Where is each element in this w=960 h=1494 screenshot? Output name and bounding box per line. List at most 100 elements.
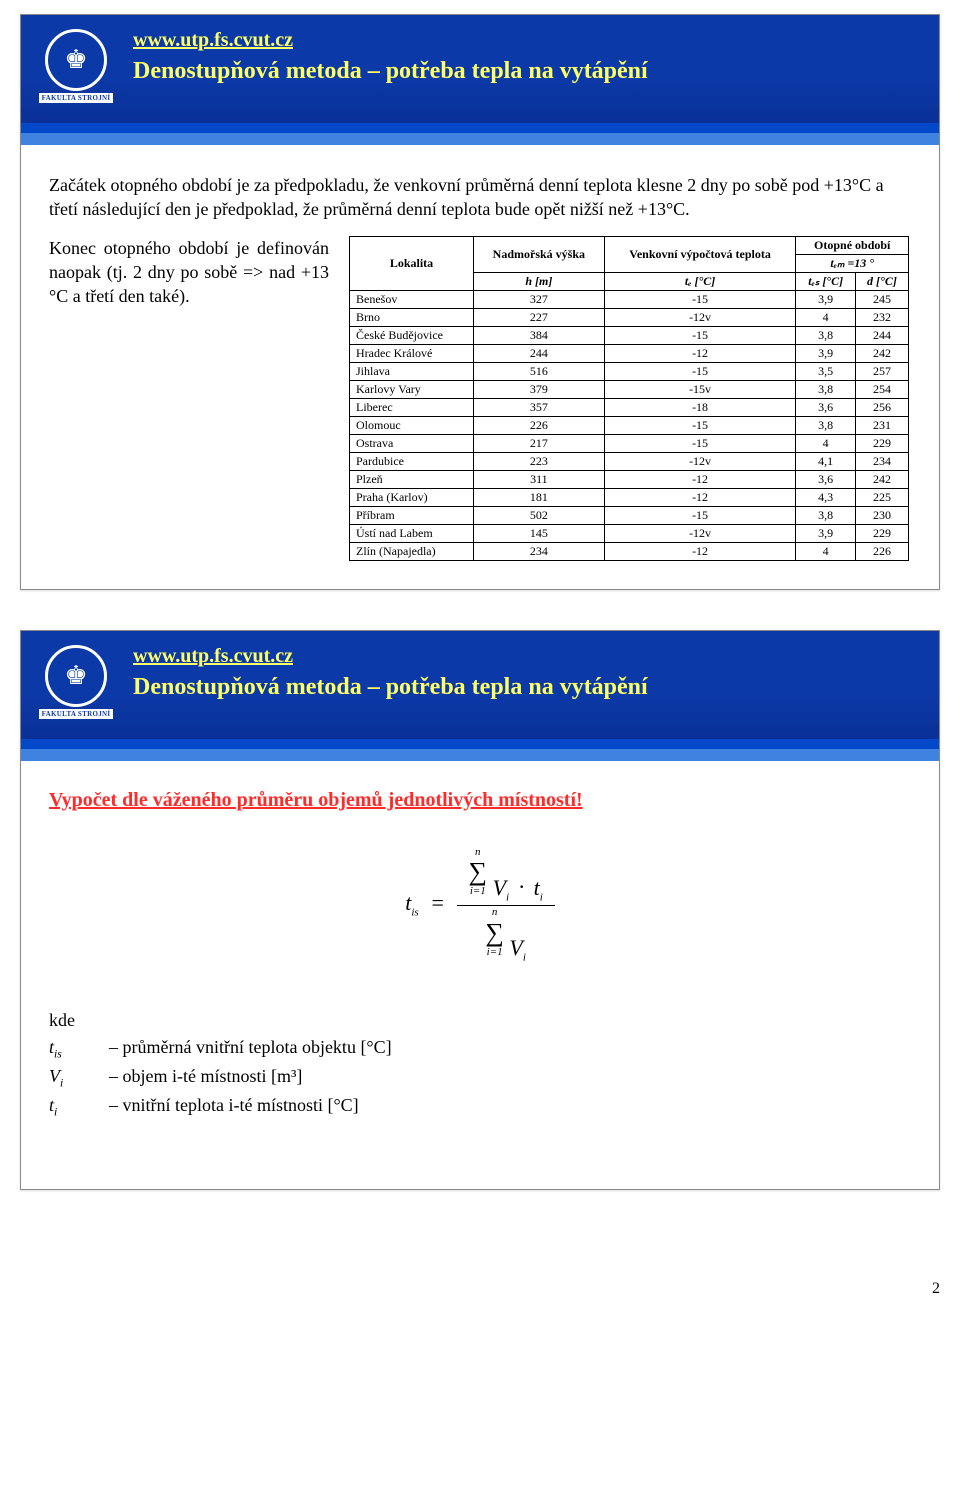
cell-value: 502 [474, 506, 605, 524]
intro-paragraph: Začátek otopného období je za předpoklad… [49, 173, 911, 222]
table-row: Hradec Králové244-123,9242 [350, 344, 909, 362]
cell-value: 3,6 [796, 470, 855, 488]
cell-locality: Pardubice [350, 452, 474, 470]
cell-locality: České Budějovice [350, 326, 474, 344]
cell-value: -12v [604, 308, 796, 326]
subcol-tes: tₑₛ [°C] [796, 272, 855, 290]
table-row: Ústí nad Labem145-12v3,9229 [350, 524, 909, 542]
table-row: Jihlava516-153,5257 [350, 362, 909, 380]
climate-data-table: Lokalita Nadmořská výška Venkovní výpočt… [349, 236, 909, 561]
cell-value: 232 [855, 308, 908, 326]
col-venk: Venkovní výpočtová teplota [604, 236, 796, 272]
cell-value: 3,8 [796, 326, 855, 344]
equals-sign: = [424, 890, 451, 915]
definition-paragraph: Konec otopného období je definován naopa… [49, 236, 329, 309]
col-nadm: Nadmořská výška [474, 236, 605, 272]
legend: kde tis – průměrná vnitřní teplota objek… [49, 1007, 911, 1121]
cell-value: 257 [855, 362, 908, 380]
cell-value: 4,3 [796, 488, 855, 506]
cell-value: 231 [855, 416, 908, 434]
cell-value: -18 [604, 398, 796, 416]
formula: tis = n ∑ i=1 Vi · ti n ∑ [49, 848, 911, 964]
slide-2: ♚ FAKULTA STROJNÍ www.utp.fs.cvut.cz Den… [20, 630, 940, 1190]
cell-value: 225 [855, 488, 908, 506]
cell-value: -12 [604, 344, 796, 362]
table-row: České Budějovice384-153,8244 [350, 326, 909, 344]
cell-value: 244 [855, 326, 908, 344]
cell-value: 229 [855, 434, 908, 452]
legend-kde: kde [49, 1007, 911, 1034]
cell-value: 3,6 [796, 398, 855, 416]
cell-value: 244 [474, 344, 605, 362]
cell-value: -15v [604, 380, 796, 398]
cell-value: 230 [855, 506, 908, 524]
lion-emblem-icon: ♚ [45, 29, 107, 91]
formula-lhs: tis [405, 890, 424, 915]
col-lokalita: Lokalita [350, 236, 474, 290]
sigma-icon: ∑ [469, 857, 488, 886]
cell-value: -15 [604, 290, 796, 308]
cell-value: 357 [474, 398, 605, 416]
header-url-link[interactable]: www.utp.fs.cvut.cz [133, 645, 293, 667]
table-row: Liberec357-183,6256 [350, 398, 909, 416]
table-row: Ostrava217-154229 [350, 434, 909, 452]
cell-value: 242 [855, 470, 908, 488]
table-row: Pardubice223-12v4,1234 [350, 452, 909, 470]
cell-value: -15 [604, 326, 796, 344]
cell-value: -12v [604, 524, 796, 542]
legend-row-tis: tis – průměrná vnitřní teplota objektu [… [49, 1034, 911, 1063]
cell-value: 384 [474, 326, 605, 344]
university-logo: ♚ FAKULTA STROJNÍ [37, 27, 115, 105]
table-row: Příbram502-153,8230 [350, 506, 909, 524]
cell-value: 4 [796, 542, 855, 560]
subcol-h: h [m] [474, 272, 605, 290]
slide-header: ♚ FAKULTA STROJNÍ www.utp.fs.cvut.cz Den… [21, 15, 939, 133]
cell-locality: Karlovy Vary [350, 380, 474, 398]
slide-body: Začátek otopného období je za předpoklad… [21, 133, 939, 589]
legend-row-vi: Vi – objem i-té místnosti [m³] [49, 1063, 911, 1092]
cell-locality: Ostrava [350, 434, 474, 452]
table-row: Plzeň311-123,6242 [350, 470, 909, 488]
fraction: n ∑ i=1 Vi · ti n ∑ i=1 Vi [457, 848, 555, 964]
subcol-d: d [°C] [855, 272, 908, 290]
slide-header: ♚ FAKULTA STROJNÍ www.utp.fs.cvut.cz Den… [21, 631, 939, 749]
cell-value: 181 [474, 488, 605, 506]
slide-1: ♚ FAKULTA STROJNÍ www.utp.fs.cvut.cz Den… [20, 14, 940, 590]
cell-locality: Praha (Karlov) [350, 488, 474, 506]
table-row: Olomouc226-153,8231 [350, 416, 909, 434]
cell-locality: Ústí nad Labem [350, 524, 474, 542]
lion-emblem-icon: ♚ [45, 645, 107, 707]
legend-row-ti: ti – vnitřní teplota i-té místnosti [°C] [49, 1092, 911, 1121]
cell-locality: Zlín (Napajedla) [350, 542, 474, 560]
cell-value: 3,8 [796, 506, 855, 524]
cell-value: 229 [855, 524, 908, 542]
sigma-icon: ∑ [485, 918, 504, 947]
cell-locality: Hradec Králové [350, 344, 474, 362]
cell-value: 254 [855, 380, 908, 398]
cell-value: 311 [474, 470, 605, 488]
subcol-te: tₑ [°C] [604, 272, 796, 290]
cell-value: 4 [796, 308, 855, 326]
cell-value: 234 [474, 542, 605, 560]
faculty-label: FAKULTA STROJNÍ [39, 93, 114, 103]
slide-body: Vypočet dle váženého průměru objemů jedn… [21, 749, 939, 1189]
cell-value: 379 [474, 380, 605, 398]
table-row: Benešov327-153,9245 [350, 290, 909, 308]
header-text: www.utp.fs.cvut.cz Denostupňová metoda –… [133, 643, 923, 701]
cell-value: 3,8 [796, 416, 855, 434]
cell-value: -15 [604, 506, 796, 524]
cell-locality: Benešov [350, 290, 474, 308]
cell-value: -12 [604, 488, 796, 506]
slide-title: Denostupňová metoda – potřeba tepla na v… [133, 674, 923, 701]
cell-locality: Brno [350, 308, 474, 326]
cell-value: 3,5 [796, 362, 855, 380]
cell-value: -15 [604, 434, 796, 452]
cell-value: 145 [474, 524, 605, 542]
cell-value: -12v [604, 452, 796, 470]
page-number: 2 [932, 1280, 940, 1298]
cell-value: 226 [855, 542, 908, 560]
cell-value: 223 [474, 452, 605, 470]
table-row: Brno227-12v4232 [350, 308, 909, 326]
cell-value: 4 [796, 434, 855, 452]
header-url-link[interactable]: www.utp.fs.cvut.cz [133, 29, 293, 51]
